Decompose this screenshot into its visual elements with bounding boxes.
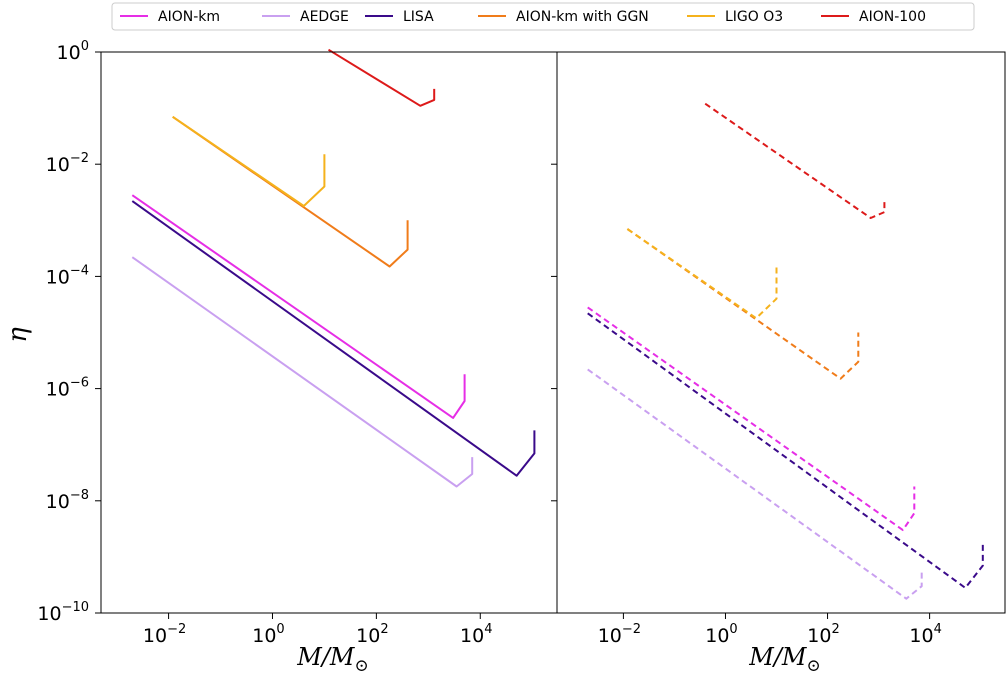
series-line-aedge (587, 368, 923, 600)
x-tick-label: 100 (705, 622, 737, 647)
panel-1: 10−2 100 102 104 M/M⊙ (100, 48, 558, 673)
series-line-aion-km (587, 306, 916, 532)
series-line-lisa (587, 312, 984, 589)
series-line-aion-100 (327, 48, 436, 107)
panel-2: 10−2 100 102 104 M/M⊙ (556, 51, 1006, 673)
series-line-aedge (131, 256, 474, 488)
y-axis: 100 10−2 10−4 10−6 10−8 10−10 η (3, 39, 557, 625)
legend-frame (111, 2, 975, 31)
x-tick-label: 10−2 (143, 622, 186, 647)
y-tick-label: 10−6 (46, 376, 89, 401)
y-tick-label: 10−2 (46, 151, 89, 176)
legend: AION-km AEDGE LISA AION-km with GGN LIGO O3 A… (111, 2, 975, 31)
legend-entry-5: AION-100 (859, 9, 926, 25)
plot-frame (556, 51, 1006, 614)
legend-entry-4: LIGO O3 (725, 9, 783, 25)
series-line-lisa (131, 200, 536, 477)
x-axis-label: M/M⊙ (296, 643, 368, 673)
y-axis-label: η (3, 327, 33, 343)
x-tick-label: 102 (807, 622, 839, 647)
series-line-aion-km-with-ggn (172, 115, 409, 268)
y-tick-label: 10−10 (37, 600, 89, 625)
legend-entry-2: LISA (403, 9, 434, 25)
x-axis-label: M/M⊙ (748, 643, 820, 673)
x-tick-label: 104 (909, 622, 941, 647)
y-tick-label: 10−8 (46, 488, 89, 513)
series-line-aion-km-with-ggn (626, 228, 860, 380)
legend-entry-3: AION-km with GGN (516, 9, 649, 25)
x-tick-label: 10−2 (598, 622, 641, 647)
y-tick-label: 10−4 (46, 263, 89, 288)
chart-panels: 10−2 100 102 104 M/M⊙ 10−2 100 102 104 M/M⊙ (100, 48, 1006, 673)
x-tick-label: 104 (460, 622, 492, 647)
legend-entry-1: AEDGE (300, 9, 349, 25)
series-line-ligo-o3 (626, 228, 778, 320)
series-line-aion-100 (704, 102, 886, 219)
series-line-ligo-o3 (172, 115, 326, 207)
legend-entry-0: AION-km (158, 9, 220, 25)
series-line-aion-km (131, 194, 466, 419)
x-tick-label: 102 (356, 622, 388, 647)
y-tick-label: 100 (57, 39, 89, 64)
x-tick-label: 100 (252, 622, 284, 647)
